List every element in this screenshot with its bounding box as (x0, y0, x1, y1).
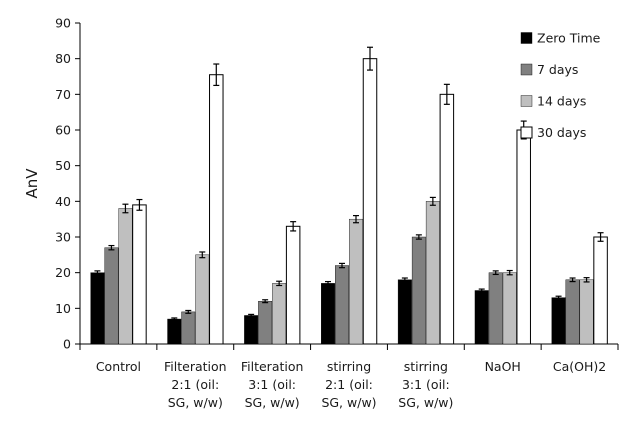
error-bar (597, 232, 604, 242)
legend-item: 30 days (520, 125, 586, 140)
error-bar (185, 309, 192, 314)
legend-item: Zero Time (520, 31, 601, 46)
error-bars (94, 46, 604, 321)
bar (425, 201, 440, 345)
bar (349, 218, 363, 345)
legend-label: 7 days (537, 62, 578, 77)
y-axis-title: AnV (23, 168, 41, 199)
legend-item: 7 days (520, 62, 578, 77)
error-bar (339, 262, 345, 269)
legend-swatch (520, 95, 533, 107)
legend-swatch (520, 32, 533, 44)
bar (90, 272, 105, 345)
category-label: stirring 2:1 (oil: SG, w/w) (321, 359, 376, 410)
y-tick-label: 40 (55, 194, 71, 209)
error-bar (325, 280, 331, 286)
bar (565, 279, 580, 345)
legend-item: 14 days (520, 94, 586, 109)
error-bar (276, 280, 283, 287)
y-tick-label: 0 (63, 337, 71, 352)
bar (104, 247, 119, 345)
y-tick-label: 70 (55, 87, 71, 102)
error-bar (367, 46, 373, 71)
bar (411, 236, 426, 345)
legend-label: 30 days (537, 125, 586, 140)
error-bar (569, 277, 576, 283)
error-bar (415, 234, 422, 240)
bar (362, 58, 378, 345)
error-bar (213, 63, 220, 87)
bar (167, 318, 182, 345)
bar (118, 208, 133, 345)
legend: Zero Time 7 days 14 days 30 days (520, 31, 601, 140)
error-bar (136, 198, 143, 211)
error-bar (555, 295, 562, 300)
legend-label: Zero Time (537, 31, 601, 46)
error-bar (94, 270, 101, 276)
bar (181, 311, 196, 345)
legend-swatch (520, 63, 533, 76)
bar (209, 74, 224, 345)
bar (272, 283, 287, 345)
category-label: Filteration 2:1 (oil: SG, w/w) (164, 359, 227, 410)
category-label: stirring 3:1 (oil: SG, w/w) (398, 359, 453, 410)
error-bar (353, 215, 359, 224)
bar (593, 236, 608, 345)
bar (439, 93, 455, 345)
bar (258, 301, 273, 345)
bar (551, 297, 566, 345)
error-bar (429, 196, 436, 206)
error-bar (122, 203, 129, 214)
category-label: Control (96, 359, 141, 374)
error-bar (492, 270, 499, 276)
y-tick-label: 60 (55, 123, 71, 138)
bar (579, 279, 594, 345)
y-tick-label: 50 (55, 158, 71, 173)
y-tick-label: 20 (55, 265, 71, 280)
error-bar (171, 317, 178, 321)
y-tick-label: 30 (55, 230, 71, 245)
error-bar (108, 244, 115, 251)
y-tick-label: 90 (55, 16, 71, 31)
bars (90, 58, 608, 345)
legend-label: 14 days (537, 94, 586, 109)
bar (474, 290, 489, 345)
bar (285, 225, 301, 345)
category-label: Filteration 3:1 (oil: SG, w/w) (241, 359, 304, 410)
category-label: Ca(OH)2 (553, 359, 606, 374)
y-tick-labels: 0 10 20 30 40 50 60 70 80 90 (55, 16, 71, 352)
bar (397, 279, 412, 345)
error-bar (583, 277, 590, 283)
error-bar (262, 299, 269, 304)
y-tick-label: 10 (55, 301, 71, 316)
y-tick-label: 80 (55, 51, 71, 66)
error-bar (199, 251, 206, 259)
bar (488, 272, 503, 345)
error-bar (443, 83, 450, 105)
bar (195, 254, 210, 345)
error-bar (478, 288, 485, 293)
bar (516, 129, 531, 345)
bar (321, 283, 335, 345)
category-label: NaOH (485, 359, 521, 374)
legend-swatch (520, 126, 533, 139)
error-bar (248, 313, 255, 318)
bar (335, 265, 349, 345)
bar (502, 272, 517, 345)
category-labels: Control Filteration 2:1 (oil: SG, w/w) Filte… (96, 359, 606, 410)
error-bar (401, 277, 408, 283)
error-bar (290, 221, 297, 232)
error-bar (506, 269, 513, 276)
bar (132, 204, 147, 345)
bar (244, 315, 259, 345)
